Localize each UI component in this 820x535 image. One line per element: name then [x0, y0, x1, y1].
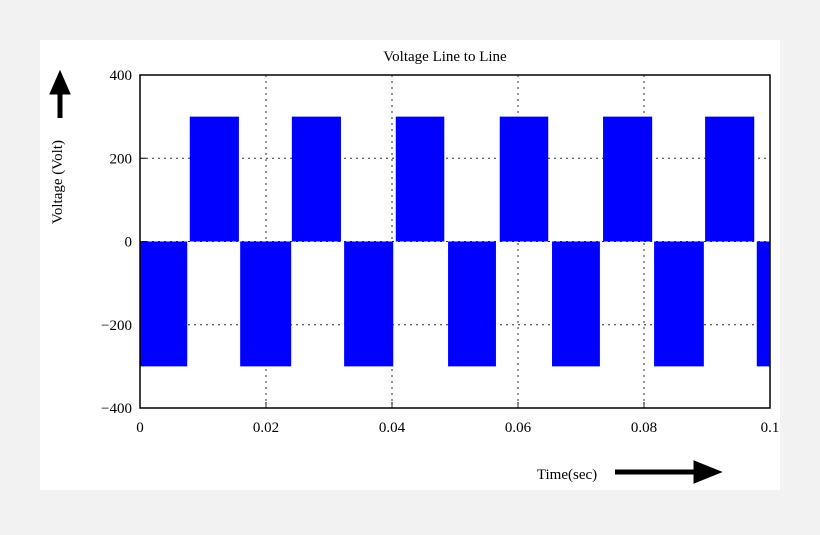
pulse: [240, 241, 292, 367]
pulse: [654, 241, 704, 367]
y-axis-label: Voltage (Volt): [50, 140, 66, 224]
y-tick-label: −400: [101, 401, 132, 417]
pulse: [344, 241, 394, 367]
x-arrow: [615, 460, 723, 484]
x-tick-label: 0.06: [505, 420, 532, 436]
pulse: [291, 116, 341, 242]
pulse: [552, 241, 600, 367]
pulse: [395, 116, 445, 242]
chart-title: Voltage Line to Line: [383, 49, 507, 65]
pulse: [603, 116, 653, 242]
y-arrow: [49, 69, 71, 118]
pulse: [756, 241, 770, 367]
pulse: [140, 241, 188, 367]
x-tick-label: 0.1: [761, 420, 780, 436]
y-tick-label: −200: [101, 318, 132, 334]
y-tick-label: 0: [125, 235, 133, 251]
x-tick-label: 0.08: [631, 420, 657, 436]
y-tick-label: 200: [110, 151, 133, 167]
x-tick-label: 0: [136, 420, 144, 436]
x-tick-label: 0.02: [253, 420, 279, 436]
plot-frame: [139, 74, 771, 409]
pulse: [189, 116, 239, 242]
x-tick-label: 0.04: [379, 420, 406, 436]
y-tick-label: 400: [110, 68, 133, 84]
pulse: [448, 241, 496, 367]
pulses: [140, 116, 770, 367]
x-axis-label: Time(sec): [537, 467, 597, 483]
pulse: [499, 116, 549, 242]
pulse: [705, 116, 755, 242]
